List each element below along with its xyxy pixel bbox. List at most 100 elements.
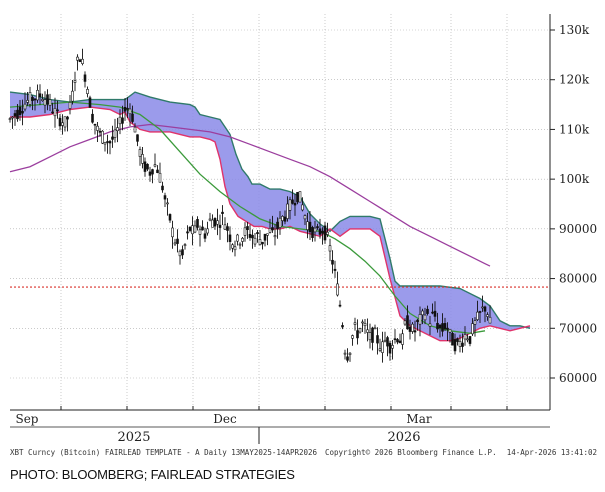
candle-body xyxy=(291,199,294,204)
candle-body xyxy=(68,102,72,109)
candle-body xyxy=(121,117,124,124)
candle-body xyxy=(418,314,422,325)
y-tick-label: 120k xyxy=(559,73,590,87)
candle-body xyxy=(458,341,462,347)
candle-body xyxy=(303,215,307,220)
candle-body xyxy=(191,225,194,235)
footer-middle: Copyright© 2026 Bloomberg Finance L.P. xyxy=(325,448,497,457)
candle-body xyxy=(321,230,324,234)
candle-body xyxy=(126,107,129,110)
candle-body xyxy=(163,195,167,200)
candle-body xyxy=(316,226,319,228)
candle-body xyxy=(208,218,212,221)
candle-body xyxy=(386,337,389,347)
candle-body xyxy=(301,204,304,211)
candle-body xyxy=(38,93,42,98)
candle-body xyxy=(331,259,334,265)
candle-body xyxy=(218,224,222,228)
candle-body xyxy=(33,98,37,101)
candle-body xyxy=(188,226,192,231)
candle-body xyxy=(318,228,322,235)
x-tick-label: Mar xyxy=(406,412,431,426)
candle-body xyxy=(31,97,34,101)
candle-body xyxy=(228,234,232,242)
candle-body xyxy=(226,226,229,231)
candle-body xyxy=(246,226,249,231)
candle-body xyxy=(98,130,102,133)
candle-body xyxy=(211,219,214,228)
candle-body xyxy=(481,306,484,309)
candle-body xyxy=(81,58,84,64)
candle-body xyxy=(288,199,292,211)
candle-body xyxy=(43,99,47,106)
candle-body xyxy=(441,323,444,332)
candle-body xyxy=(483,306,487,312)
candle-body xyxy=(448,329,452,333)
bitcoin-chart: 130k 120k 110k 100k 90000 80000 70000 60000 Sep… xyxy=(8,14,597,457)
footer-right: 14-Apr-2026 13:41:02 xyxy=(507,448,597,457)
candle-body xyxy=(61,122,64,126)
x-tick-label: Dec xyxy=(213,412,237,426)
candle-body xyxy=(343,352,347,355)
candle-body xyxy=(113,129,117,138)
y-tick-label: 100k xyxy=(559,172,590,186)
candle-body xyxy=(373,327,377,330)
candle-body xyxy=(173,242,177,245)
candle-body xyxy=(393,338,397,340)
chart-footer: XBT Curncy (Bitcoin) FAIRLEAD TEMPLATE -… xyxy=(10,448,597,457)
candle-body xyxy=(408,326,412,332)
candle-body xyxy=(468,336,472,344)
year-label: 2025 xyxy=(117,430,150,445)
candle-body xyxy=(443,323,447,330)
candle-body xyxy=(351,335,354,339)
candle-body xyxy=(338,304,342,307)
candle-body xyxy=(381,341,384,353)
candle-body xyxy=(131,113,134,122)
candle-body xyxy=(486,314,489,317)
candle-body xyxy=(421,310,424,316)
candle-body xyxy=(358,328,362,333)
candle-body xyxy=(423,314,427,321)
y-tick-label: 110k xyxy=(559,122,590,136)
candle-body xyxy=(283,216,287,222)
candle-body xyxy=(478,311,482,313)
candle-body xyxy=(198,229,202,235)
candle-body xyxy=(378,348,382,351)
candle-body xyxy=(281,216,284,221)
candle-body xyxy=(471,323,474,335)
footer-left: XBT Curncy (Bitcoin) FAIRLEAD TEMPLATE -… xyxy=(10,448,318,457)
candle-body xyxy=(236,234,239,242)
candle-body xyxy=(388,342,392,354)
candle-body xyxy=(398,340,402,344)
candle-body xyxy=(203,233,207,239)
cloud-upper-line xyxy=(9,91,531,329)
candle-body xyxy=(411,323,414,332)
candle-body xyxy=(8,118,12,120)
candle-body xyxy=(143,161,147,172)
candle-body xyxy=(416,319,419,322)
x-tick-label: Sep xyxy=(15,412,38,426)
year-label: 2026 xyxy=(387,430,420,445)
candle-body xyxy=(128,108,132,115)
candle-body xyxy=(356,330,359,339)
candle-body xyxy=(66,116,69,120)
candle-body xyxy=(241,237,244,242)
candle-body xyxy=(243,227,247,236)
candle-body xyxy=(466,338,469,341)
candle-body xyxy=(361,321,364,324)
candle-body xyxy=(296,192,299,203)
candle-body xyxy=(453,339,457,352)
candle-body xyxy=(256,232,259,235)
candle-body xyxy=(253,237,257,245)
candle-body xyxy=(178,250,182,257)
candle-body xyxy=(48,99,52,106)
candle-body xyxy=(58,117,62,127)
candle-body xyxy=(21,110,24,114)
candle-body xyxy=(76,56,79,61)
y-tick-label: 90000 xyxy=(559,222,597,236)
candle-body xyxy=(88,97,92,108)
candle-body xyxy=(258,239,262,246)
candle-body xyxy=(426,308,429,314)
candle-body xyxy=(46,94,49,105)
